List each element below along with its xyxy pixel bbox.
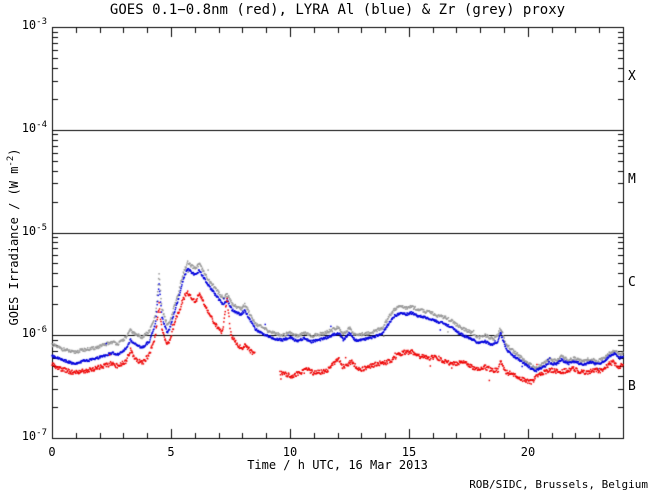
credit-text: ROB/SIDC, Brussels, Belgium	[469, 478, 648, 491]
y-tick-label-1e-5: 10-5	[21, 223, 47, 238]
y-tick-label-1e-3: 10-3	[21, 17, 47, 32]
flare-class-label-m: M	[628, 172, 636, 187]
flare-class-label-x: X	[628, 69, 636, 84]
x-tick-label-20: 20	[520, 445, 536, 459]
x-tick-label-15: 15	[401, 445, 417, 459]
flare-class-label-c: C	[628, 275, 636, 290]
y-axis-title-close: )	[6, 148, 21, 156]
y-axis-title-text: GOES Irradiance / (W m	[6, 166, 21, 326]
x-tick-label-10: 10	[282, 445, 298, 459]
x-tick-label-0: 0	[48, 445, 56, 459]
y-axis-title-exponent: -2	[5, 155, 16, 167]
y-tick-label-1e-4: 10-4	[21, 120, 47, 135]
y-tick-label-1e-6: 10-6	[21, 325, 47, 340]
flare-class-label-b: B	[628, 379, 636, 394]
chart-title: GOES 0.1−0.8nm (red), LYRA Al (blue) & Z…	[109, 2, 566, 18]
x-axis-title: Time / h UTC, 16 Mar 2013	[247, 458, 428, 472]
y-tick-label-1e-7: 10-7	[21, 428, 47, 443]
x-tick-label-5: 5	[167, 445, 175, 459]
